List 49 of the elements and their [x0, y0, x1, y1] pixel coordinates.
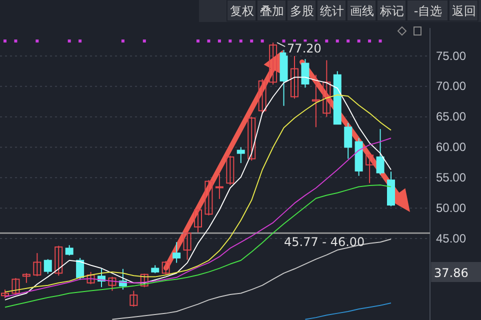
- candlestick: [12, 278, 20, 295]
- candlestick: [215, 174, 224, 200]
- candlestick: [248, 116, 256, 162]
- text: 叠加: [260, 4, 284, 18]
- band-label: 45.77 - 46.00: [284, 234, 365, 249]
- candlestick: [366, 153, 374, 184]
- line-series: [112, 238, 392, 320]
- candlestick: [65, 244, 74, 256]
- candlestick: [376, 128, 384, 176]
- candlestick: [226, 155, 234, 186]
- candlestick: [204, 180, 213, 216]
- line-series: [304, 302, 392, 320]
- y-tick-label: 50.00: [436, 200, 466, 215]
- text: 复权: [230, 4, 254, 18]
- annotation: 77.20: [287, 42, 322, 56]
- y-tick-label: 60.00: [436, 140, 466, 154]
- candlestick: [86, 271, 95, 285]
- text: 返回: [452, 4, 476, 18]
- candlestick: [54, 245, 63, 276]
- text: 标记: [379, 4, 404, 18]
- candlestick: [301, 58, 310, 88]
- candlestick: [236, 146, 245, 164]
- candlestick: [108, 276, 116, 292]
- candlestick: [76, 257, 84, 280]
- candlestick: [269, 42, 278, 86]
- candlestick: [258, 78, 266, 114]
- candlestick: [344, 122, 352, 160]
- candlestick: [22, 272, 30, 284]
- candlestick: [322, 60, 331, 118]
- candlestick: [312, 74, 320, 128]
- text: 多股: [290, 4, 314, 18]
- candlestick: [183, 231, 192, 260]
- candlestick: [44, 258, 52, 274]
- y-tick-label: 75.00: [436, 48, 466, 63]
- y-tick-label: 70.00: [436, 79, 466, 94]
- candlestick: [194, 208, 202, 233]
- text: 统计: [320, 4, 344, 18]
- y-tick-label: 65.00: [436, 110, 466, 124]
- y-tick-label: 55.00: [436, 170, 466, 184]
- candlestick: [172, 242, 181, 264]
- candlestick: [130, 290, 138, 308]
- y-tick-label: 45.00: [436, 231, 466, 246]
- candlestick: [140, 273, 148, 288]
- candlestick: [290, 55, 298, 100]
- candlestick: [162, 260, 170, 275]
- candlestick: [33, 252, 42, 277]
- text: -自选: [414, 4, 442, 18]
- text: 画线: [350, 4, 374, 18]
- text: 37.86: [434, 266, 468, 280]
